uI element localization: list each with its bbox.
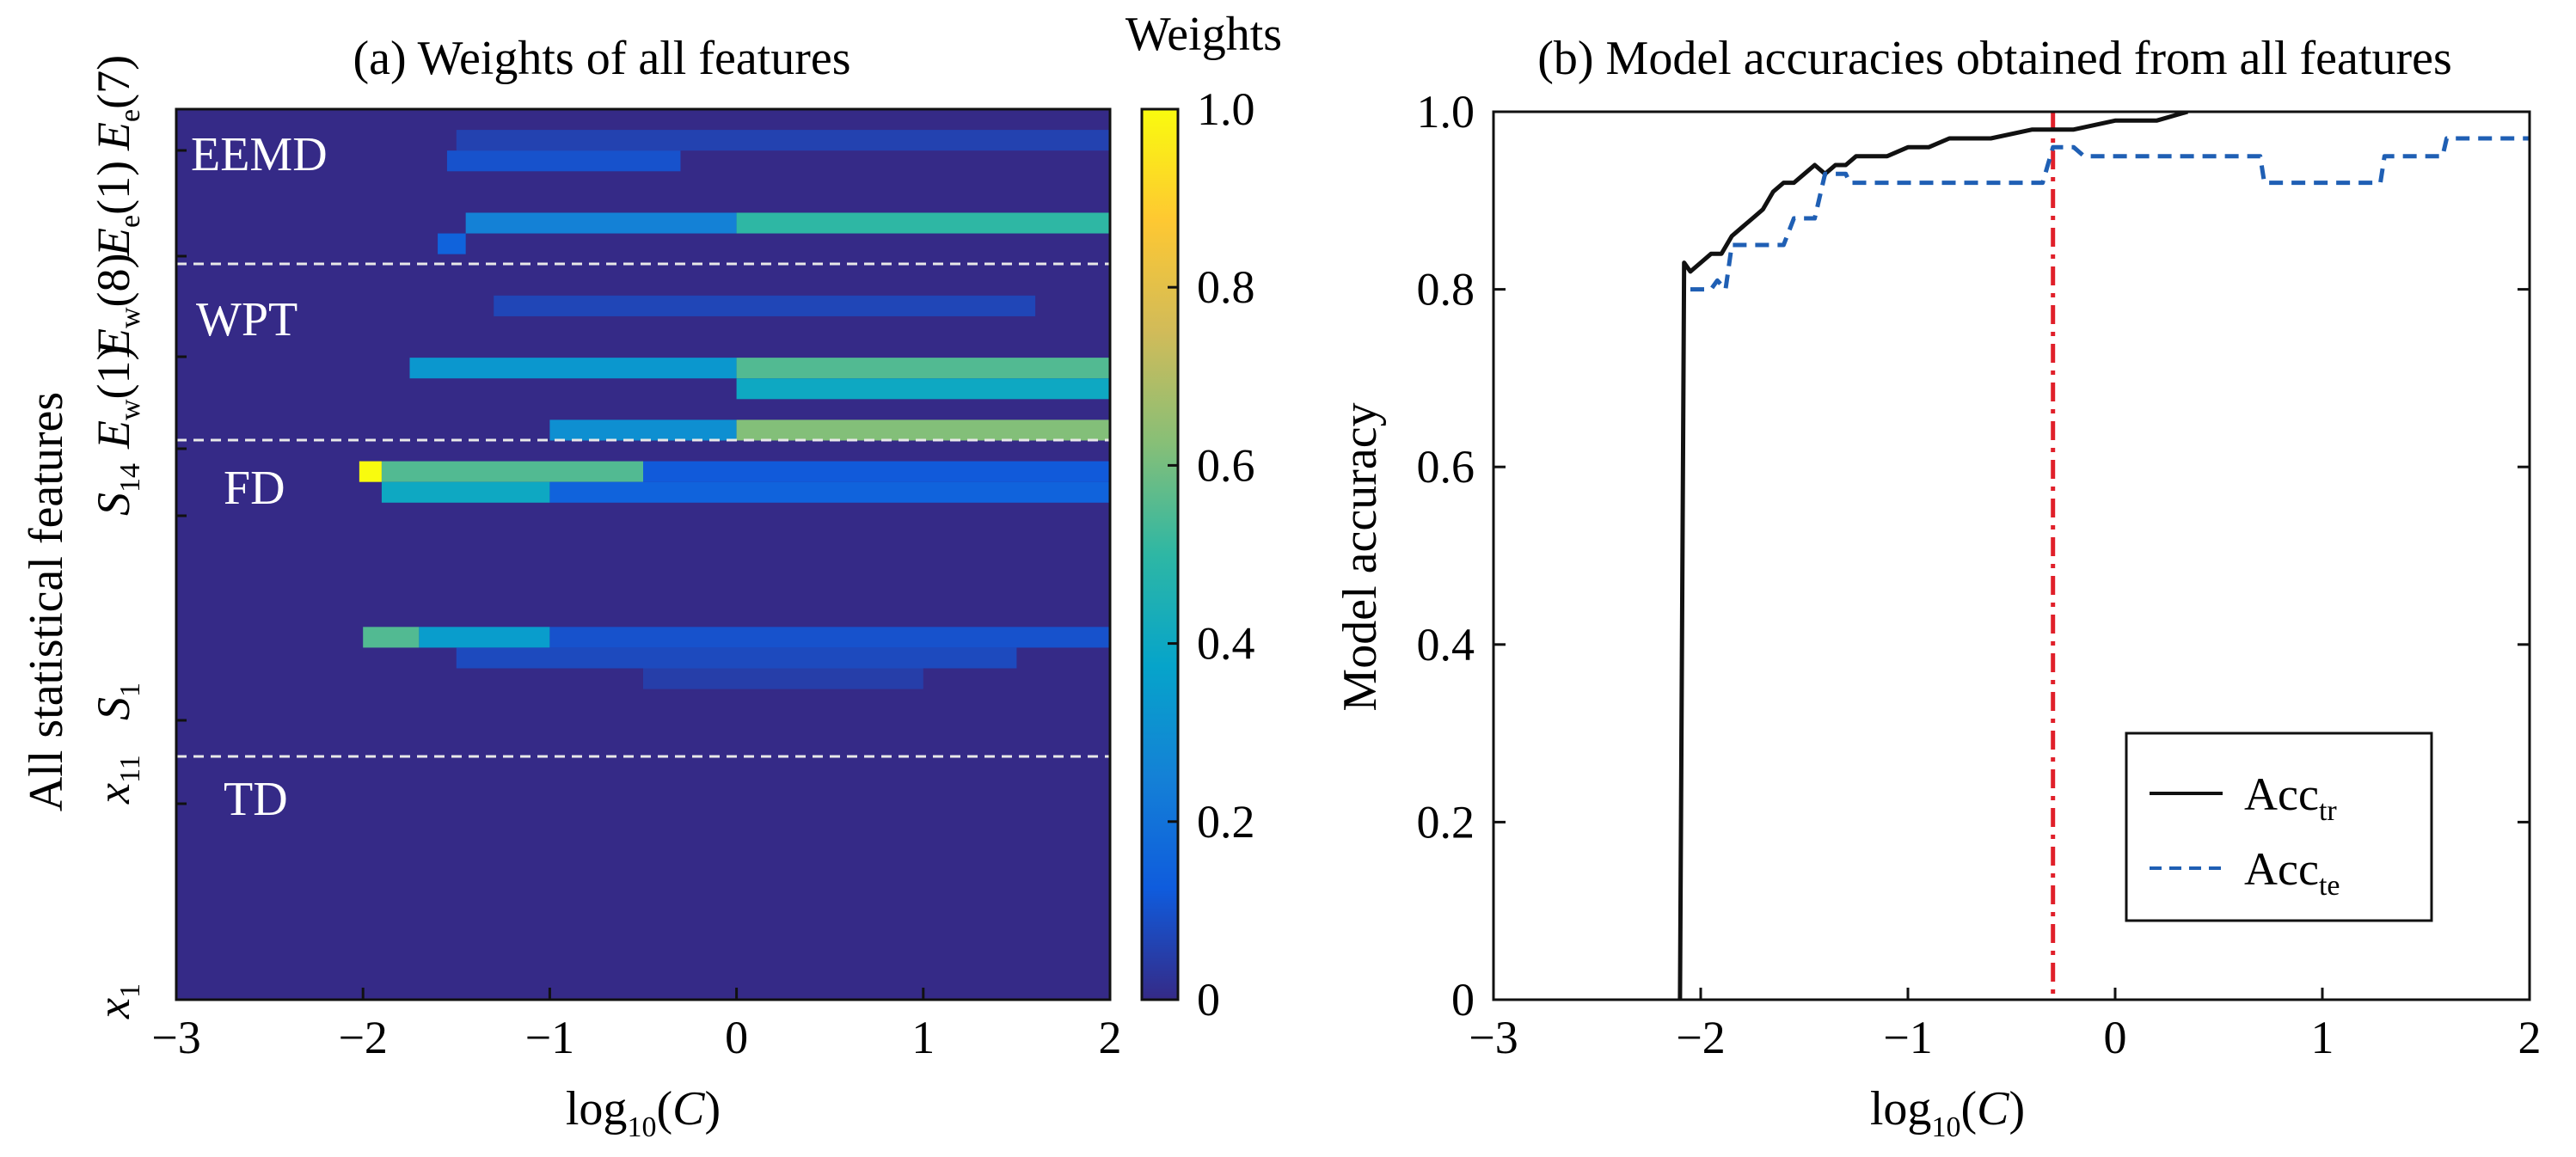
legend-label-acc-te: Accte xyxy=(2244,843,2340,902)
panel-b-x-label: log10(C) xyxy=(1870,1082,2025,1143)
panel-b-legend: Acctr Accte xyxy=(2125,732,2433,922)
feature-label-ee1: Ee(1) xyxy=(88,161,146,257)
legend-label-acc-tr: Acctr xyxy=(2244,768,2337,827)
a-xtick-label-0: −3 xyxy=(151,1012,200,1063)
heat-cell-row9-0 xyxy=(494,295,1036,316)
panel-a-y-label: All statistical features xyxy=(20,392,73,811)
series-line-acc-te xyxy=(1690,136,2530,292)
b-ytick-label-2: 0.4 xyxy=(1417,619,1475,670)
b-ytick-label-1: 0.2 xyxy=(1417,796,1475,848)
panel-b-title: (b) Model accuracies obtained from all f… xyxy=(1537,32,2452,85)
colorbar-tick-label-5: 1.0 xyxy=(1197,83,1255,135)
heat-cell-row15-1 xyxy=(736,419,1110,441)
b-xtick-label-0: −3 xyxy=(1469,1012,1518,1063)
colorbar-ticks: 0 0.2 0.4 0.6 0.8 1.0 xyxy=(1168,83,1255,1025)
b-ytick-label-0: 0 xyxy=(1451,974,1475,1025)
colorbar-tick-label-1: 0.2 xyxy=(1197,796,1255,848)
feature-label-s14: S14 xyxy=(88,463,146,516)
colorbar: Weights 0 0.2 0.4 0.6 0.8 1.0 xyxy=(1125,8,1282,1025)
a-xtick-label-3: 0 xyxy=(725,1012,748,1063)
feature-label-x11: x11 xyxy=(88,755,146,805)
heat-cell-row12-1 xyxy=(736,358,1110,379)
a-xtick-label-1: −2 xyxy=(338,1012,387,1063)
colorbar-tick-label-2: 0.4 xyxy=(1197,618,1255,670)
b-ytick-label-3: 0.6 xyxy=(1417,441,1475,493)
heatmap-frame xyxy=(175,107,1112,1001)
colorbar-bar xyxy=(1140,107,1180,1001)
b-xtick-label-3: 0 xyxy=(2104,1012,2127,1063)
a-xtick-label-2: −1 xyxy=(525,1012,574,1063)
panel-a-y-ticks xyxy=(176,149,187,1001)
heat-cell-row25-0 xyxy=(363,627,420,648)
panel-b-y-label: Model accuracy xyxy=(1334,402,1387,711)
panel-b-x-ticks: −3 −2 −1 0 1 2 xyxy=(1469,988,2542,1063)
panel-b-frame xyxy=(1492,110,2531,1001)
heat-cell-row18-0 xyxy=(381,481,550,503)
colorbar-tick-label-3: 0.6 xyxy=(1197,439,1255,491)
heat-cell-row25-2 xyxy=(549,627,1110,648)
b-xtick-label-5: 2 xyxy=(2518,1012,2542,1063)
heat-cell-row18-1 xyxy=(549,481,1110,503)
heat-cell-row25-1 xyxy=(419,627,550,648)
b-xtick-label-2: −1 xyxy=(1883,1012,1932,1063)
heatmap-cells xyxy=(359,130,1110,689)
feature-label-s1: S1 xyxy=(88,683,146,720)
panel-a-title: (a) Weights of all features xyxy=(353,32,850,85)
heat-cell-row27-0 xyxy=(643,668,923,689)
heat-cell-row5-0 xyxy=(465,212,737,234)
heat-cell-row17-0 xyxy=(359,461,382,482)
panel-a-x-label: log10(C) xyxy=(566,1082,721,1143)
heat-cell-row6-0 xyxy=(438,233,466,254)
region-label-fd: FD xyxy=(224,462,285,515)
feature-label-x1: x1 xyxy=(88,983,146,1019)
a-xtick-label-4: 1 xyxy=(911,1012,935,1063)
feature-label-ew8: Ew(8) xyxy=(88,253,146,358)
feature-tick-labels: x1 x11 S1 S14 Ew(1) Ew(8) Ee(1) Ee(7) xyxy=(88,55,146,1019)
colorbar-tick-label-0: 0 xyxy=(1197,974,1220,1025)
series-line-acc-tr xyxy=(1677,112,2188,1000)
region-label-wpt: WPT xyxy=(196,293,297,346)
panel-a-x-ticks: −3 −2 −1 0 1 2 xyxy=(151,988,1122,1063)
feature-label-ee7: Ee(7) xyxy=(88,55,146,151)
colorbar-title: Weights xyxy=(1125,8,1282,61)
legend-box xyxy=(2125,732,2433,922)
b-ytick-label-5: 1.0 xyxy=(1417,86,1475,138)
heat-cell-row12-0 xyxy=(409,358,737,379)
region-label-td: TD xyxy=(224,773,288,826)
heat-cell-row2-0 xyxy=(446,150,681,172)
b-ytick-label-4: 0.8 xyxy=(1417,264,1475,315)
b-xtick-label-4: 1 xyxy=(2311,1012,2334,1063)
heatmap-background xyxy=(176,109,1110,1000)
b-xtick-label-1: −2 xyxy=(1676,1012,1725,1063)
feature-label-ew1: Ew(1) xyxy=(88,345,146,450)
panel-b-line-chart: (b) Model accuracies obtained from all f… xyxy=(1334,32,2542,1143)
region-label-eemd: EEMD xyxy=(191,128,328,181)
panel-b-y-ticks: 0 0.2 0.4 0.6 0.8 1.0 xyxy=(1417,86,2530,1025)
heat-cell-row1-0 xyxy=(456,130,1110,151)
a-xtick-label-5: 2 xyxy=(1099,1012,1122,1063)
panel-b-series xyxy=(1677,112,2530,1000)
heat-cell-row17-2 xyxy=(643,461,1110,482)
panel-a-heatmap: (a) Weights of all features EEMD WPT FD … xyxy=(20,8,1282,1143)
heat-cell-row17-1 xyxy=(381,461,643,482)
heat-cell-row5-1 xyxy=(736,212,1110,234)
colorbar-tick-label-4: 0.8 xyxy=(1197,261,1255,313)
heat-cell-row15-0 xyxy=(549,419,737,441)
heat-cell-row13-0 xyxy=(736,378,1110,400)
heat-cell-row26-0 xyxy=(456,647,1017,669)
